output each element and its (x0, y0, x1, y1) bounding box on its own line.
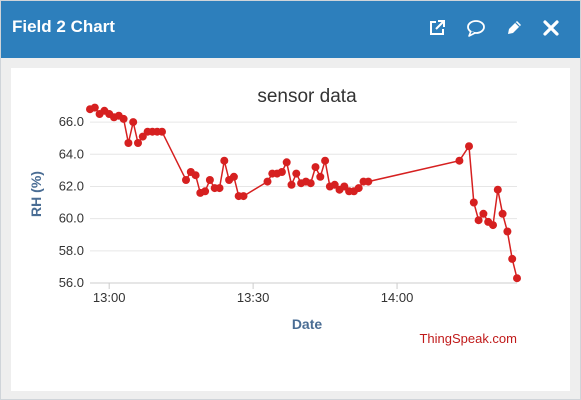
y-tick-label: 62.0 (59, 178, 84, 193)
y-axis-title: RH (%) (28, 171, 44, 217)
data-point[interactable] (129, 118, 138, 127)
data-point[interactable] (465, 142, 473, 151)
data-point[interactable] (330, 180, 339, 189)
pencil-icon[interactable] (504, 18, 526, 40)
comment-icon[interactable] (466, 18, 488, 40)
data-point[interactable] (229, 172, 238, 181)
data-point[interactable] (220, 156, 229, 165)
close-icon[interactable] (541, 18, 563, 40)
data-point[interactable] (277, 168, 286, 176)
data-point[interactable] (306, 179, 315, 188)
data-point[interactable] (287, 180, 296, 189)
data-point[interactable] (263, 177, 272, 186)
data-point[interactable] (354, 184, 363, 193)
data-point[interactable] (292, 169, 301, 178)
y-tick-label: 64.0 (59, 146, 84, 161)
data-point[interactable] (493, 185, 502, 194)
data-point[interactable] (513, 274, 521, 283)
gridlines (90, 121, 517, 284)
series-points (86, 103, 521, 283)
data-point[interactable] (316, 172, 325, 181)
data-point[interactable] (503, 227, 512, 236)
data-point[interactable] (215, 184, 224, 193)
x-tick-label: 13:00 (93, 290, 126, 305)
data-point[interactable] (134, 139, 142, 147)
data-point[interactable] (182, 176, 190, 184)
chart-title: sensor data (257, 86, 357, 107)
data-point[interactable] (124, 139, 133, 147)
x-tick-label: 14:00 (381, 290, 414, 305)
y-tick-label: 56.0 (59, 275, 84, 290)
data-point[interactable] (364, 177, 373, 186)
x-tick-label: 13:30 (237, 290, 270, 305)
data-point[interactable] (321, 156, 330, 165)
data-point[interactable] (498, 209, 507, 218)
y-tick-label: 58.0 (59, 243, 84, 258)
data-point[interactable] (205, 176, 214, 184)
line-chart: 56.0 58.0 60.0 62.0 64.0 66.0 13:00 13:30 14:00… (28, 86, 521, 346)
widget-header: Field 2 Chart (1, 1, 580, 58)
data-point[interactable] (311, 163, 320, 172)
data-point[interactable] (282, 158, 291, 167)
y-axis: 56.0 58.0 60.0 62.0 64.0 66.0 (59, 114, 84, 290)
external-window-icon[interactable] (427, 18, 449, 40)
x-axis-labels: 13:00 13:30 14:00 (93, 290, 413, 305)
data-point[interactable] (479, 209, 488, 218)
data-point[interactable] (239, 192, 248, 201)
plot-panel: 56.0 58.0 60.0 62.0 64.0 66.0 13:00 13:30 14:00… (11, 68, 570, 391)
data-point[interactable] (474, 216, 483, 225)
data-point[interactable] (119, 114, 128, 123)
data-point[interactable] (508, 254, 517, 263)
data-point[interactable] (489, 221, 497, 230)
widget-title: Field 2 Chart (12, 17, 115, 36)
data-point[interactable] (191, 171, 200, 180)
data-point[interactable] (455, 156, 464, 165)
y-tick-label: 60.0 (59, 211, 84, 226)
credits-link[interactable]: ThingSpeak.com (419, 331, 517, 346)
data-point[interactable] (90, 103, 99, 112)
data-point[interactable] (138, 132, 147, 141)
y-tick-label: 66.0 (59, 114, 84, 129)
data-point[interactable] (201, 187, 210, 196)
x-axis (90, 282, 517, 289)
data-point[interactable] (158, 127, 166, 136)
data-point[interactable] (469, 198, 478, 207)
x-axis-title: Date (292, 316, 323, 332)
